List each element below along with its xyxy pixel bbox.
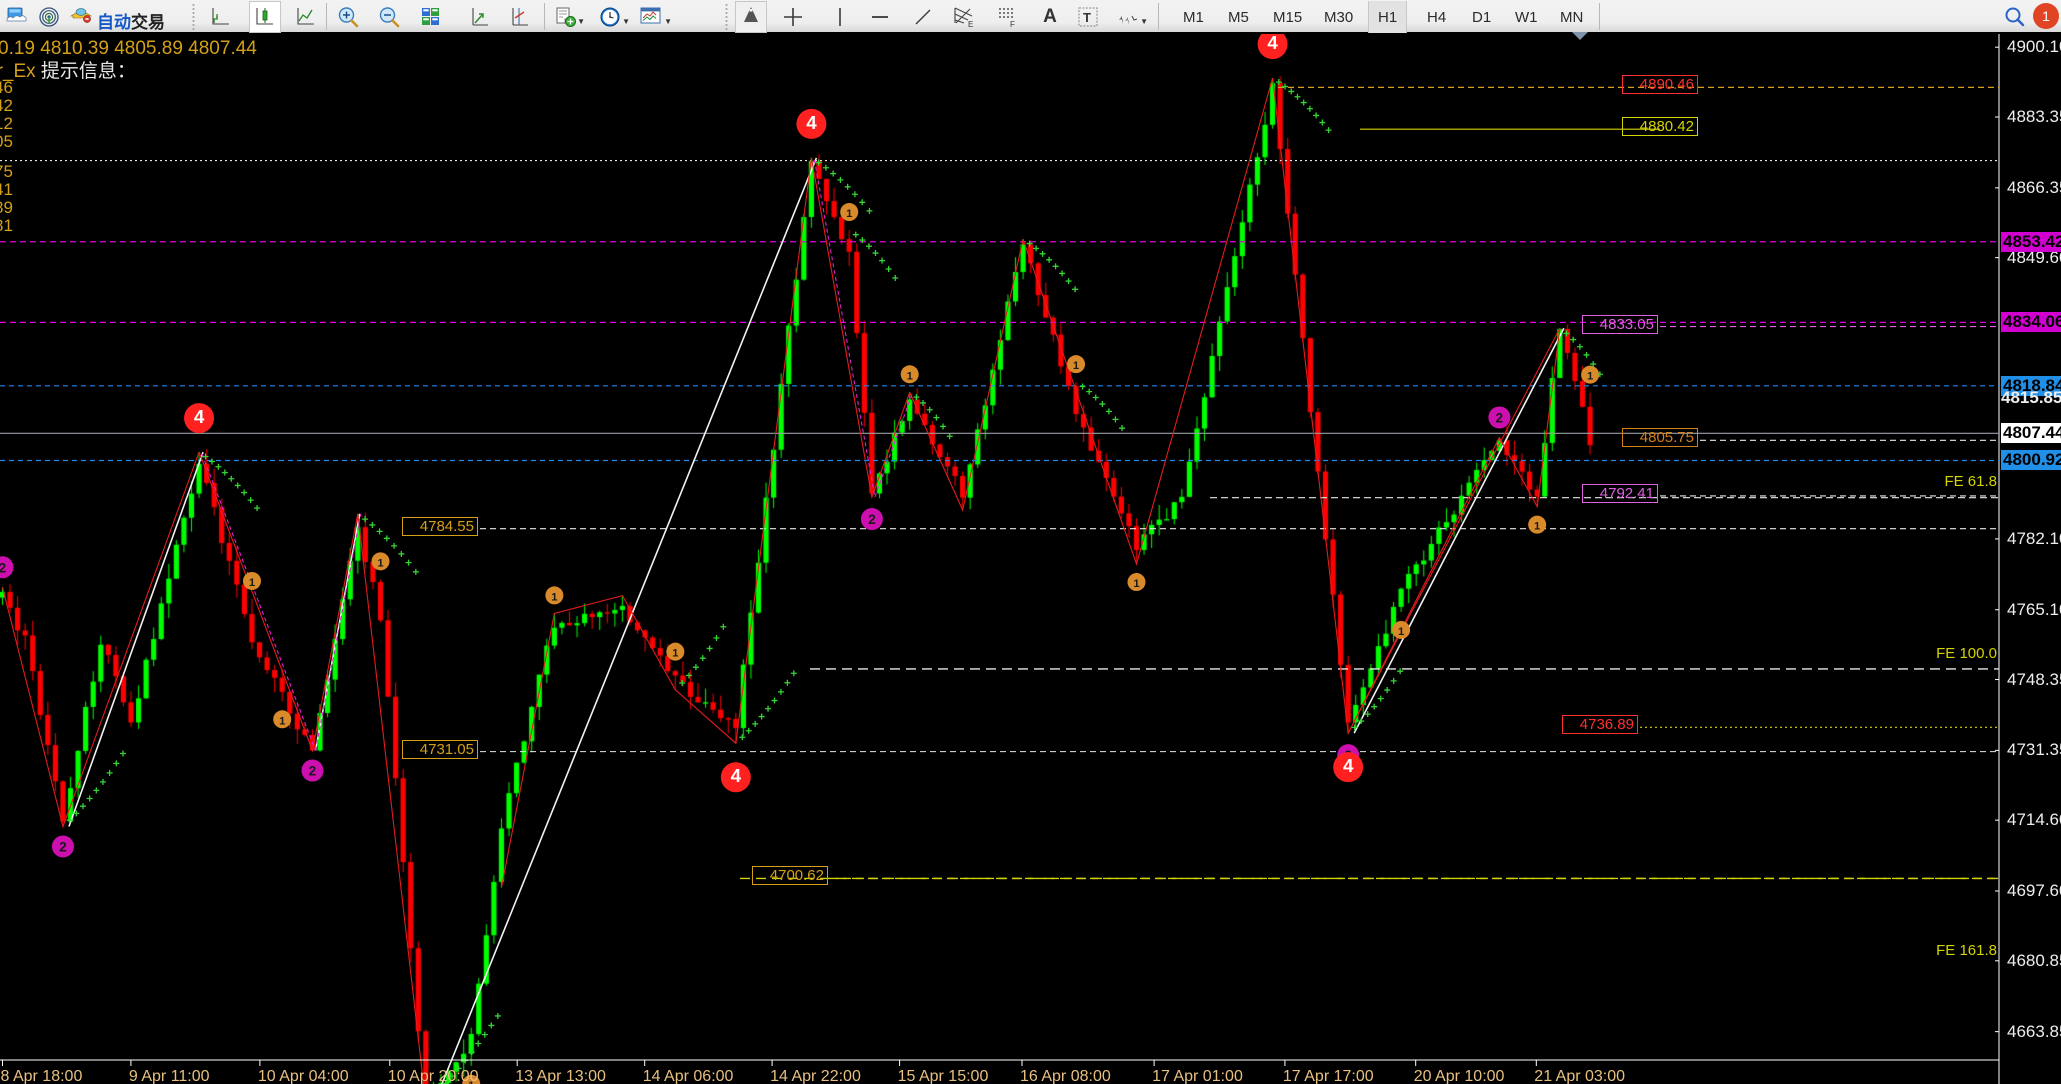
svg-text:T: T xyxy=(1083,10,1091,25)
svg-text:F: F xyxy=(1010,20,1015,28)
svg-text:E: E xyxy=(968,20,973,28)
